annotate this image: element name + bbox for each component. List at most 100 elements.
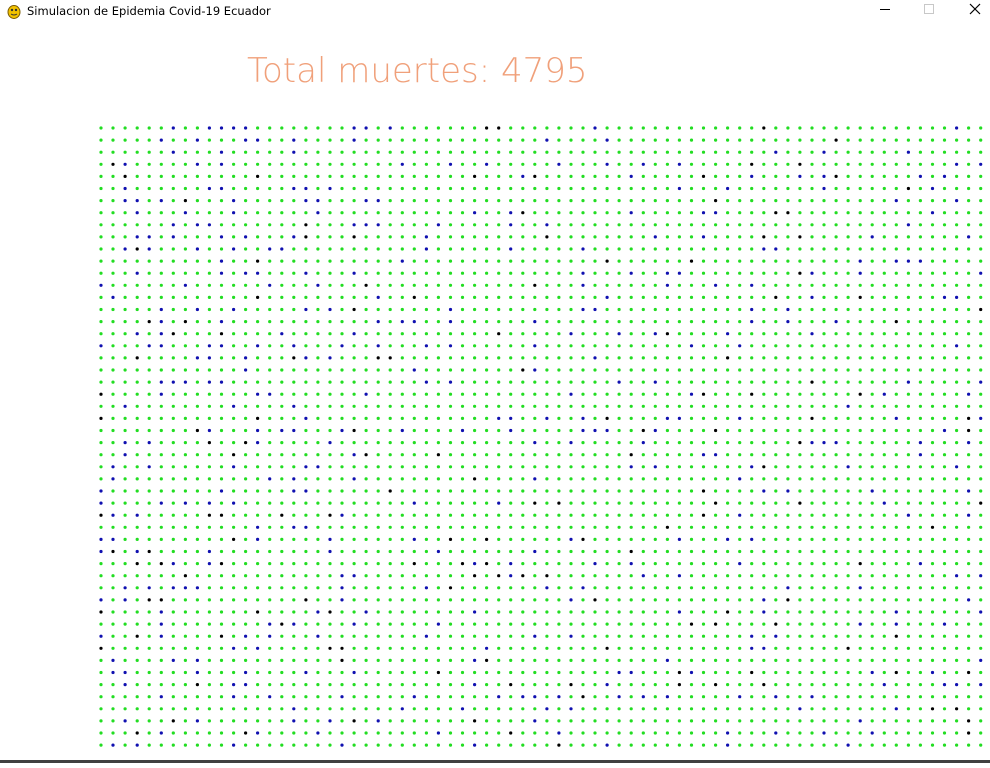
person-healthy <box>545 126 549 130</box>
person-healthy <box>834 259 838 263</box>
person-healthy <box>882 320 886 324</box>
maximize-button[interactable] <box>906 0 952 22</box>
person-healthy <box>786 259 790 263</box>
person-healthy <box>364 513 368 517</box>
person-recovered <box>738 562 742 566</box>
person-healthy <box>364 307 368 312</box>
person-recovered <box>509 416 513 420</box>
person-healthy <box>545 634 549 638</box>
person-healthy <box>424 695 428 699</box>
person-healthy <box>858 513 862 517</box>
title-bar[interactable]: Simulacion de Epidemia Covid-19 Ecuador <box>0 0 990 22</box>
person-healthy <box>147 658 151 663</box>
person-healthy <box>834 150 838 154</box>
person-healthy <box>412 307 416 312</box>
person-healthy <box>473 731 477 735</box>
person-healthy <box>292 670 296 675</box>
person-recovered <box>159 622 163 626</box>
person-healthy <box>894 368 898 372</box>
person-recovered <box>955 344 959 348</box>
person-healthy <box>304 537 308 542</box>
person-healthy <box>882 186 886 191</box>
person-healthy <box>665 150 670 154</box>
person-healthy <box>967 199 971 203</box>
person-healthy <box>894 126 898 130</box>
person-healthy <box>497 307 501 312</box>
person-healthy <box>497 259 501 263</box>
person-recovered <box>460 707 465 711</box>
person-healthy <box>798 598 802 602</box>
person-recovered <box>111 513 115 517</box>
person-healthy <box>846 501 850 505</box>
person-healthy <box>798 537 802 542</box>
person-healthy <box>569 380 573 384</box>
person-healthy <box>786 683 790 687</box>
person-healthy <box>846 525 850 529</box>
person-healthy <box>280 610 284 614</box>
person-healthy <box>147 453 151 457</box>
person-healthy <box>677 235 682 239</box>
person-dead <box>99 610 103 614</box>
person-healthy <box>533 332 537 336</box>
person-healthy <box>955 392 959 396</box>
person-healthy <box>123 320 127 324</box>
person-healthy <box>545 344 549 348</box>
person-healthy <box>810 707 814 711</box>
person-healthy <box>545 537 549 542</box>
person-healthy <box>569 138 573 142</box>
person-healthy <box>99 562 103 566</box>
person-healthy <box>786 247 790 251</box>
person-healthy <box>714 441 718 445</box>
person-healthy <box>629 186 633 191</box>
person-healthy <box>509 743 513 747</box>
person-healthy <box>183 453 187 457</box>
person-healthy <box>364 380 368 384</box>
person-dead <box>798 162 802 166</box>
person-healthy <box>448 332 453 336</box>
person-healthy <box>665 465 670 469</box>
person-healthy <box>798 211 802 215</box>
person-healthy <box>942 320 947 324</box>
person-healthy <box>653 307 657 312</box>
minimize-button[interactable] <box>862 0 908 22</box>
person-healthy <box>473 549 477 554</box>
person-healthy <box>870 598 874 602</box>
person-healthy <box>292 574 296 578</box>
close-button[interactable] <box>952 0 990 22</box>
person-dead <box>111 162 115 166</box>
person-healthy <box>340 441 344 445</box>
person-healthy <box>340 259 344 263</box>
person-healthy <box>906 126 911 130</box>
person-healthy <box>762 211 766 215</box>
person-healthy <box>701 356 706 360</box>
person-healthy <box>955 537 959 542</box>
person-healthy <box>689 186 694 191</box>
person-healthy <box>473 368 477 372</box>
person-healthy <box>955 489 959 493</box>
person-healthy <box>979 356 983 360</box>
person-healthy <box>352 731 356 735</box>
person-healthy <box>292 126 296 130</box>
person-healthy <box>412 428 416 433</box>
person-dead <box>569 683 573 687</box>
person-healthy <box>605 525 609 529</box>
person-healthy <box>497 211 501 215</box>
person-dead <box>292 356 296 360</box>
person-healthy <box>750 259 754 263</box>
person-healthy <box>822 416 826 420</box>
person-healthy <box>448 658 453 663</box>
person-healthy <box>834 404 838 408</box>
person-healthy <box>930 646 935 650</box>
person-healthy <box>617 174 621 178</box>
person-healthy <box>834 477 838 481</box>
person-healthy <box>400 392 404 396</box>
person-healthy <box>400 525 404 529</box>
person-healthy <box>689 271 694 275</box>
person-recovered <box>304 307 308 312</box>
person-healthy <box>424 295 428 299</box>
person-healthy <box>967 368 971 372</box>
person-recovered <box>629 271 633 275</box>
person-recovered <box>846 743 850 747</box>
person-healthy <box>822 247 826 251</box>
person-healthy <box>955 174 959 178</box>
